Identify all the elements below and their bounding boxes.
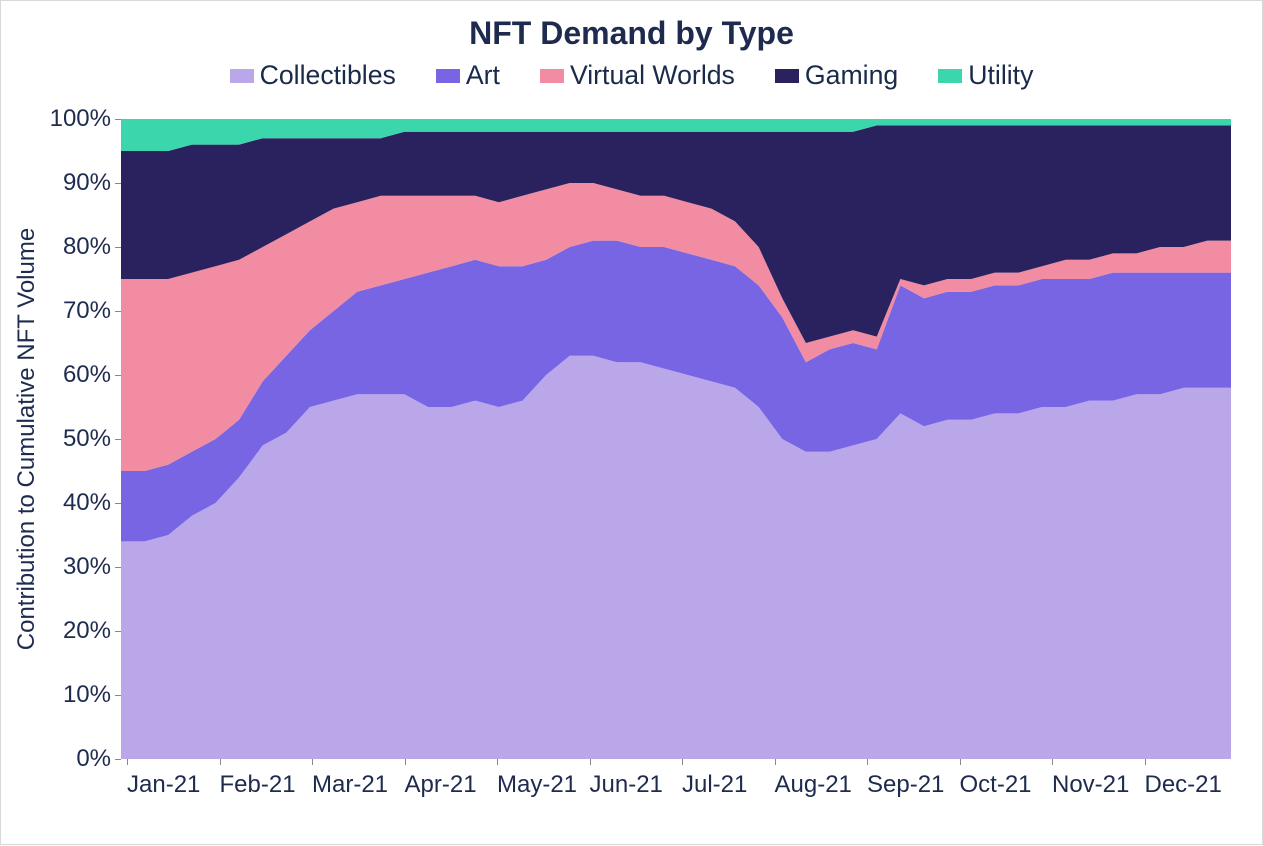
plot-area <box>121 119 1231 759</box>
x-tick-mark <box>312 759 313 765</box>
y-tick-label: 70% <box>63 297 111 325</box>
x-tick-label: Aug-21 <box>775 771 852 799</box>
stacked-area-svg <box>121 119 1231 759</box>
x-tick-label: Sep-21 <box>867 771 944 799</box>
x-tick-label: Feb-21 <box>220 771 296 799</box>
x-tick-mark <box>867 759 868 765</box>
y-tick-label: 100% <box>50 105 111 133</box>
x-tick-label: Jun-21 <box>590 771 663 799</box>
x-tick-label: Jan-21 <box>127 771 200 799</box>
x-tick-label: Jul-21 <box>682 771 747 799</box>
plot-wrap: Contribution to Cumulative NFT Volume 10… <box>1 1 1263 846</box>
x-tick-label: Mar-21 <box>312 771 388 799</box>
x-tick-label: Apr-21 <box>405 771 477 799</box>
x-tick-mark <box>1052 759 1053 765</box>
x-tick-label: May-21 <box>497 771 577 799</box>
x-tick-mark <box>1145 759 1146 765</box>
x-tick-label: Oct-21 <box>960 771 1032 799</box>
x-tick-mark <box>405 759 406 765</box>
y-tick-label: 20% <box>63 617 111 645</box>
y-tick-label: 10% <box>63 681 111 709</box>
y-tick-label: 30% <box>63 553 111 581</box>
y-tick-label: 0% <box>76 745 111 773</box>
y-tick-mark <box>115 759 121 760</box>
x-tick-mark <box>775 759 776 765</box>
y-tick-label: 90% <box>63 169 111 197</box>
y-tick-label: 60% <box>63 361 111 389</box>
y-tick-label: 80% <box>63 233 111 261</box>
x-tick-mark <box>590 759 591 765</box>
x-tick-mark <box>220 759 221 765</box>
x-tick-mark <box>682 759 683 765</box>
y-axis-ticks: 100%90%80%70%60%50%40%30%20%10%0% <box>1 119 111 759</box>
x-tick-mark <box>497 759 498 765</box>
x-tick-mark <box>960 759 961 765</box>
x-tick-label: Dec-21 <box>1145 771 1222 799</box>
y-tick-label: 50% <box>63 425 111 453</box>
x-tick-mark <box>127 759 128 765</box>
chart-frame: NFT Demand by Type CollectiblesArtVirtua… <box>0 0 1263 845</box>
y-tick-label: 40% <box>63 489 111 517</box>
x-tick-label: Nov-21 <box>1052 771 1129 799</box>
